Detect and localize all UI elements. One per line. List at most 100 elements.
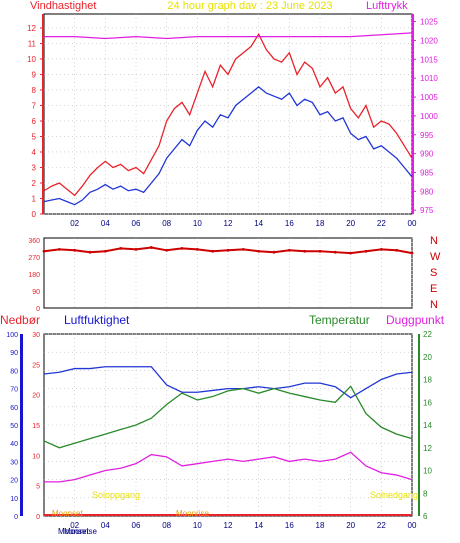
- direction-point: [42, 249, 46, 253]
- direction-tick-label: 90: [32, 289, 40, 296]
- humidity-tick-label: 50: [10, 423, 18, 430]
- precip-tick-label: 30: [32, 332, 40, 339]
- direction-point: [241, 247, 245, 251]
- direction-point: [165, 248, 169, 252]
- direction-tick-label: 360: [28, 238, 40, 245]
- temperature-label: Temperatur: [309, 313, 370, 327]
- pressure-tick-label: 980: [420, 187, 434, 196]
- avg-line: [43, 86, 413, 206]
- precip-tick-label: 25: [32, 362, 40, 369]
- humidity-tick-label: 40: [10, 441, 18, 448]
- direction-point: [395, 248, 399, 252]
- compass-label: W: [430, 251, 441, 263]
- direction-point: [379, 247, 383, 251]
- time-tick-label: 16: [285, 219, 294, 228]
- wind-tick-label: 9: [32, 70, 37, 79]
- direction-point: [195, 247, 199, 251]
- direction-point: [318, 249, 322, 253]
- humidity-tick-label: 70: [10, 387, 18, 394]
- wind-panel-grid: [44, 14, 413, 215]
- wind-tick-label: 3: [32, 163, 37, 172]
- temperature-tick-label: 18: [423, 376, 432, 385]
- pressure-axis-ticks: 975 980 985 990 995 1000 1005 1010 1015 1020 1025: [412, 14, 438, 215]
- direction-point: [73, 248, 77, 252]
- temperature-tick-label: 8: [423, 489, 428, 498]
- direction-point: [272, 250, 276, 254]
- temperature-line: [43, 385, 413, 449]
- direction-point: [333, 250, 337, 254]
- dewpoint-label: Duggpunkt: [386, 313, 445, 327]
- time-tick-label: 06: [132, 521, 141, 530]
- direction-point: [119, 247, 123, 250]
- humidity-axis-ticks: 0 10 20 30 40 50 60 70 80 90 100: [6, 332, 18, 521]
- time-tick-label: 18: [316, 521, 325, 530]
- direction-point: [88, 250, 92, 254]
- direction-point: [180, 247, 184, 250]
- direction-tick-label: 0: [36, 306, 40, 313]
- temperature-tick-label: 22: [423, 330, 432, 339]
- direction-point: [57, 247, 61, 251]
- time-tick-label: 14: [254, 521, 263, 530]
- time-tick-label: 08: [162, 219, 171, 228]
- wind-tick-label: 1: [32, 194, 37, 203]
- pressure-tick-label: 975: [420, 206, 434, 215]
- pressure-tick-label: 1020: [420, 36, 438, 45]
- wind-tick-label: 11: [28, 39, 37, 48]
- direction-point: [226, 248, 230, 252]
- time-tick-label: 02: [70, 521, 79, 530]
- moonset-label-top: Moonset: [52, 509, 83, 518]
- time-tick-label: 18: [316, 219, 325, 228]
- precip-tick-label: 20: [32, 393, 40, 400]
- time-tick-label: 06: [132, 219, 141, 228]
- pressure-tick-label: 1000: [420, 112, 438, 121]
- dewpoint-line: [44, 451, 413, 483]
- humidity-tick-label: 100: [6, 332, 18, 339]
- wind-tick-label: 10: [27, 55, 36, 64]
- humidity-label: Luftfuktighet: [64, 313, 130, 327]
- precip-label: Nedbør: [0, 313, 40, 327]
- pressure-tick-label: 985: [420, 168, 434, 177]
- gust-line: [43, 32, 413, 197]
- direction-point: [364, 249, 368, 253]
- wind-tick-label: 12: [27, 24, 36, 33]
- pressure-label: Lufttrykk: [366, 0, 408, 12]
- humidity-tick-label: 60: [10, 405, 18, 412]
- pressure-tick-label: 995: [420, 131, 434, 140]
- humidity-tick-label: 90: [10, 350, 18, 357]
- direction-point: [211, 249, 215, 253]
- direction-point: [134, 247, 138, 251]
- compass-label: N: [430, 299, 438, 311]
- direction-point: [103, 249, 107, 253]
- precip-tick-label: 15: [32, 423, 40, 430]
- direction-point: [349, 251, 353, 255]
- time-tick-label: 08: [162, 521, 171, 530]
- moonrise-label-top: Moonrise: [176, 509, 209, 518]
- time-tick-label: 10: [193, 521, 202, 530]
- temperature-axis-bar: [418, 334, 420, 516]
- graph-title: 24 hour graph dav : 23 June 2023: [167, 0, 332, 12]
- direction-point: [149, 246, 153, 249]
- moonrise-label: Moonrise: [64, 527, 97, 536]
- humidity-tick-label: 10: [10, 496, 18, 503]
- moonset-label: Moonset: [58, 527, 89, 536]
- time-tick-label: 12: [224, 219, 233, 228]
- time-tick-label: 22: [377, 219, 386, 228]
- temperature-tick-label: 12: [423, 444, 432, 453]
- direction-tick-label: 180: [28, 272, 40, 279]
- time-tick-label: 10: [193, 219, 202, 228]
- wind-tick-label: 8: [32, 86, 37, 95]
- pressure-tick-label: 1010: [420, 74, 438, 83]
- temperature-axis-ticks: 6 8 10 12 14 16 18 20 22: [423, 330, 432, 521]
- time-tick-label: 16: [285, 521, 294, 530]
- compass-label: E: [430, 283, 437, 295]
- humidity-tick-label: 30: [10, 459, 18, 466]
- direction-point: [410, 251, 414, 255]
- pressure-tick-label: 990: [420, 150, 434, 159]
- temperature-tick-label: 20: [423, 353, 432, 362]
- time-tick-label: 04: [101, 219, 110, 228]
- temperature-tick-label: 10: [423, 467, 432, 476]
- time-tick-label: 20: [346, 219, 355, 228]
- time-tick-label: 02: [70, 219, 79, 228]
- pressure-tick-label: 1015: [420, 55, 438, 64]
